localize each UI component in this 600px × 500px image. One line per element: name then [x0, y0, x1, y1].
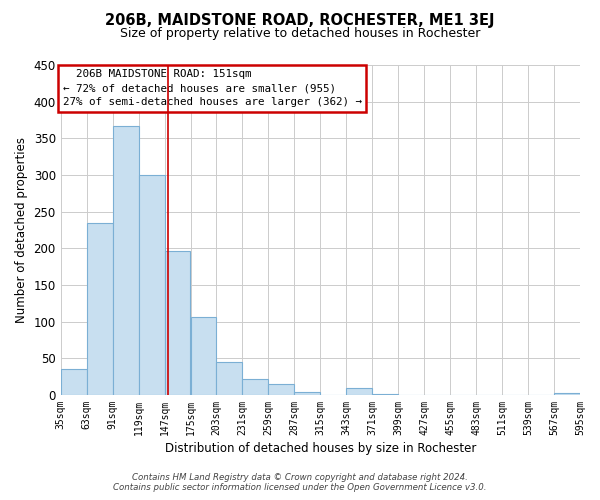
Bar	[217, 362, 242, 395]
Bar	[295, 392, 320, 395]
Bar	[86, 222, 113, 395]
Bar	[268, 384, 295, 395]
Bar	[113, 126, 139, 395]
Bar	[191, 317, 217, 395]
Bar	[61, 370, 86, 395]
Bar	[346, 388, 372, 395]
Y-axis label: Number of detached properties: Number of detached properties	[15, 137, 28, 323]
Text: Size of property relative to detached houses in Rochester: Size of property relative to detached ho…	[120, 28, 480, 40]
Text: 206B, MAIDSTONE ROAD, ROCHESTER, ME1 3EJ: 206B, MAIDSTONE ROAD, ROCHESTER, ME1 3EJ	[105, 12, 495, 28]
Text: Contains HM Land Registry data © Crown copyright and database right 2024.
Contai: Contains HM Land Registry data © Crown c…	[113, 473, 487, 492]
Bar	[242, 379, 268, 395]
Text: 206B MAIDSTONE ROAD: 151sqm  
← 72% of detached houses are smaller (955)
27% of : 206B MAIDSTONE ROAD: 151sqm ← 72% of det…	[62, 70, 362, 108]
Bar	[164, 250, 190, 395]
Bar	[372, 394, 398, 395]
Bar	[139, 175, 164, 395]
X-axis label: Distribution of detached houses by size in Rochester: Distribution of detached houses by size …	[164, 442, 476, 455]
Bar	[554, 394, 580, 395]
